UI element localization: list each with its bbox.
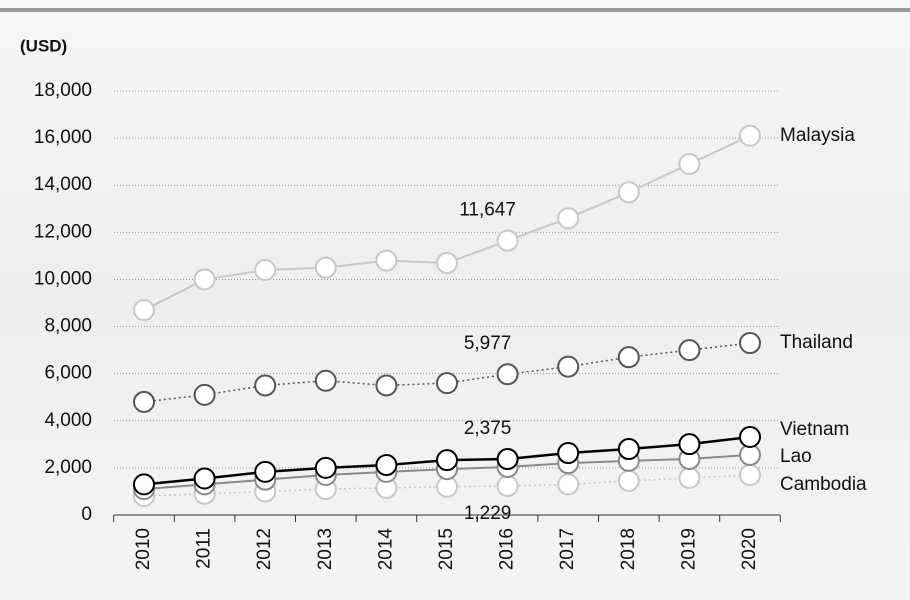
marker: [678, 339, 701, 362]
x-tick-label: 2014: [375, 528, 396, 571]
marker: [375, 454, 398, 477]
x-tick-label: 2018: [618, 528, 639, 570]
marker: [254, 259, 277, 282]
marker: [739, 332, 761, 355]
marker: [557, 355, 580, 378]
marker: [617, 469, 640, 492]
marker: [254, 374, 277, 397]
y-tick-label: 6,000: [44, 363, 92, 384]
marker: [375, 374, 398, 397]
marker: [133, 473, 155, 496]
y-tick-label: 8,000: [44, 316, 92, 337]
marker: [436, 449, 458, 472]
unit-label: (USD): [20, 36, 67, 55]
series-line: [143, 474, 751, 497]
marker: [496, 448, 519, 471]
series-label: Cambodia: [780, 474, 867, 495]
marker: [496, 229, 519, 252]
y-tick-label: 16,000: [34, 127, 92, 148]
x-tick-label: 2010: [133, 528, 154, 570]
marker: [375, 249, 398, 272]
marker: [678, 433, 701, 456]
marker: [557, 207, 580, 230]
y-tick-label: 0: [81, 504, 92, 525]
marker: [314, 256, 337, 279]
marker: [678, 153, 701, 176]
series-label: Vietnam: [780, 419, 849, 440]
y-tick-label: 12,000: [34, 221, 92, 242]
marker: [617, 346, 640, 369]
marker: [557, 473, 580, 496]
data-label: 11,647: [459, 200, 516, 221]
x-tick-label: 2015: [436, 528, 457, 570]
marker: [496, 363, 519, 386]
y-tick-label: 2,000: [44, 457, 92, 478]
marker: [436, 251, 458, 274]
marker: [254, 460, 277, 483]
series-label: Malaysia: [780, 125, 855, 146]
data-label: 1,229: [464, 503, 512, 524]
x-tick-label: 2011: [194, 528, 215, 569]
marker: [496, 475, 519, 498]
marker: [739, 463, 761, 486]
marker: [739, 124, 761, 147]
marker: [436, 372, 458, 395]
x-tick-label: 2012: [254, 528, 275, 570]
y-tick-label: 10,000: [34, 268, 92, 289]
y-tick-label: 18,000: [34, 80, 92, 101]
marker: [739, 426, 761, 449]
marker: [193, 383, 216, 406]
x-tick-label: 2016: [497, 528, 518, 570]
series-line: [143, 342, 751, 403]
marker: [314, 456, 337, 479]
marker: [678, 467, 701, 490]
data-label: 2,375: [464, 418, 512, 439]
data-label: 5,977: [464, 333, 512, 354]
y-tick-label: 14,000: [34, 174, 92, 195]
marker: [133, 390, 155, 413]
x-tick-label: 2013: [315, 528, 336, 570]
marker: [193, 268, 216, 291]
marker: [617, 181, 640, 204]
marker: [193, 467, 216, 490]
x-tick-label: 2019: [678, 528, 699, 570]
top-rule: [0, 8, 910, 12]
series-label: Thailand: [780, 332, 853, 353]
marker: [617, 438, 640, 461]
series-label: Lao: [780, 446, 812, 467]
marker: [314, 369, 337, 392]
x-tick-label: 2020: [739, 528, 760, 570]
marker: [133, 299, 155, 322]
y-tick-label: 4,000: [44, 410, 92, 431]
x-tick-label: 2017: [557, 528, 578, 570]
marker: [557, 442, 580, 465]
